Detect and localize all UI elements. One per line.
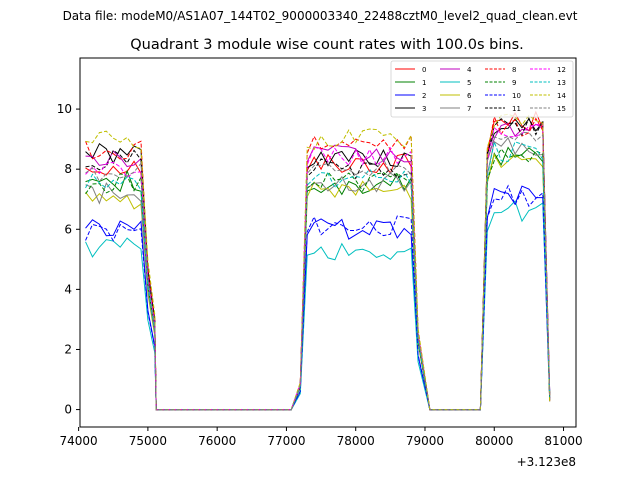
x-tick-label: 80000 xyxy=(475,434,513,448)
series-line-9 xyxy=(85,148,551,411)
x-tick-label: 76000 xyxy=(198,434,236,448)
legend-label: 6 xyxy=(467,92,472,100)
x-axis: 74000 75000 76000 77000 78000 79000 80000 81000 xyxy=(60,427,583,448)
y-tick-label: 6 xyxy=(64,222,72,236)
legend-label: 4 xyxy=(467,66,472,74)
series-layer xyxy=(85,110,551,411)
y-tick-label: 0 xyxy=(64,403,72,417)
series-line-4 xyxy=(85,122,551,411)
legend-box xyxy=(390,60,574,118)
chart-suptitle: Data file: modeM0/AS1A07_144T02_90000033… xyxy=(63,9,578,23)
legend-label: 3 xyxy=(422,105,426,113)
series-line-11 xyxy=(85,116,551,411)
x-axis-offset-label: +3.123e8 xyxy=(517,455,576,469)
series-line-13 xyxy=(85,140,551,411)
series-line-1 xyxy=(85,146,551,411)
plot-area-frame xyxy=(79,57,577,428)
legend-label: 9 xyxy=(512,79,516,87)
series-line-0 xyxy=(85,110,551,411)
x-tick-label: 79000 xyxy=(406,434,444,448)
x-tick-label: 81000 xyxy=(544,434,582,448)
legend-label: 11 xyxy=(512,105,521,113)
y-tick-label: 8 xyxy=(64,162,72,176)
x-tick-label: 77000 xyxy=(267,434,305,448)
legend-label: 7 xyxy=(467,105,471,113)
x-tick-label: 74000 xyxy=(60,434,98,448)
series-line-10 xyxy=(85,184,551,411)
series-line-6 xyxy=(85,153,551,411)
legend-label: 13 xyxy=(557,79,566,87)
legend-label: 10 xyxy=(512,92,521,100)
x-tick-label: 75000 xyxy=(129,434,167,448)
legend-label: 5 xyxy=(467,79,471,87)
y-tick-label: 10 xyxy=(57,102,72,116)
legend-label: 15 xyxy=(557,105,566,113)
y-tick-label: 4 xyxy=(64,282,72,296)
y-axis: 0 2 4 6 8 10 xyxy=(57,102,80,417)
series-line-5 xyxy=(85,200,551,411)
legend-label: 0 xyxy=(422,66,426,74)
legend-label: 2 xyxy=(422,92,426,100)
series-line-2 xyxy=(85,185,551,411)
series-line-7 xyxy=(85,136,551,411)
chart-title: Quadrant 3 module wise count rates with … xyxy=(130,37,524,53)
legend-label: 14 xyxy=(557,92,566,100)
legend-label: 8 xyxy=(512,66,516,74)
legend-label: 1 xyxy=(422,79,426,87)
y-tick-label: 2 xyxy=(64,342,72,356)
legend-label: 12 xyxy=(557,66,566,74)
x-tick-label: 78000 xyxy=(337,434,375,448)
series-line-15 xyxy=(85,131,551,411)
